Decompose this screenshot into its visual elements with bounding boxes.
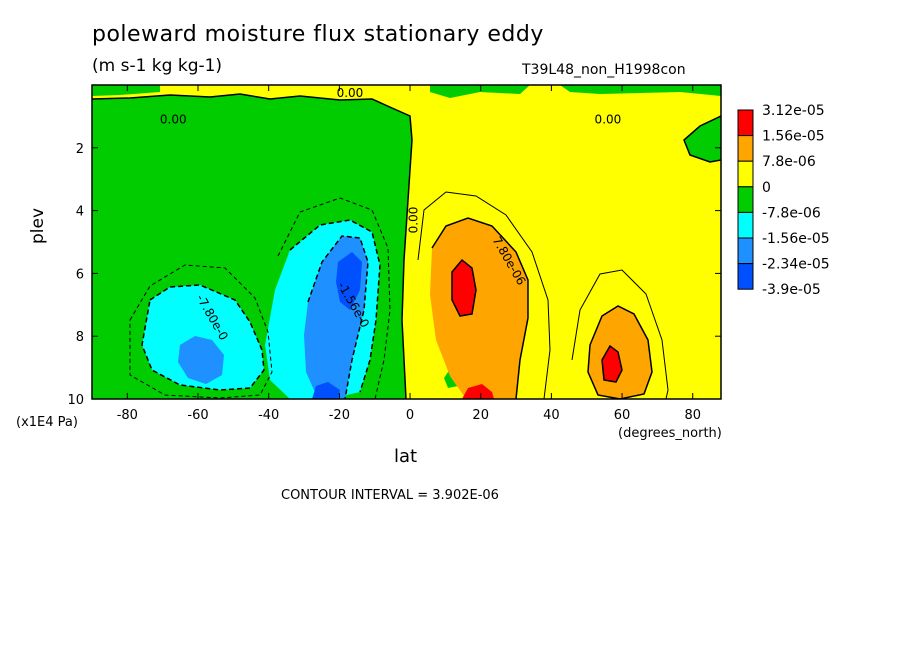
contour-label: 0.00 [407,207,421,234]
x-tick-label: -20 [329,408,350,423]
legend-swatch [737,160,754,188]
legend-level-label: -1.56e-05 [762,231,830,247]
negative-patch-top [92,85,160,96]
contour-fill-group [92,85,721,399]
orange-region-north-1 [430,218,528,399]
contour-solid-red-2 [601,344,623,383]
contour-label: 0.00 [595,113,622,127]
legend-swatch [737,263,754,290]
contour-solid-orange-2 [587,305,653,399]
cyan-region-west [142,285,264,390]
legend-level-label: -7.8e-06 [762,205,821,221]
contour-solid-thin-north-1 [417,191,551,399]
chart-units: (m s-1 kg kg-1) [92,56,223,76]
legend-level-label: -3.9e-05 [762,282,821,298]
x-tick-label: 40 [543,408,560,423]
y-tick-label: 6 [76,267,84,282]
y-tick-label: 2 [76,142,84,157]
x-axis-units: (degrees_north) [618,426,722,441]
y-tick-label: 4 [76,205,84,220]
colorbar-legend: 3.12e-05 1.56e-05 7.8e-06 0 -7.8e-06 -1.56e-0… [737,103,830,298]
legend-swatch [737,211,754,239]
contour-label-text: 0.00 [595,113,622,127]
x-axis-label: lat [394,446,418,467]
x-tick-label: 80 [684,408,701,423]
contour-zero-line-north [683,115,721,163]
contour-solid-red-1 [451,258,477,317]
legend-level-label: -2.34e-05 [762,257,830,273]
contour-dashed-outer-central [277,197,391,399]
chart-title: poleward moisture flux stationary eddy [92,22,544,47]
x-tick-label: -40 [258,408,279,423]
red-region-1 [452,260,476,316]
x-tick-label: 20 [472,408,489,423]
run-label: T39L48_non_H1998con [522,62,686,78]
red-region-3 [462,384,494,399]
contour-interval: CONTOUR INTERVAL = 3.902E-06 [281,488,499,503]
negative-patch-north [684,116,721,162]
x-tick-label: -80 [117,408,138,423]
contour-dashed-inner-central [289,219,381,393]
x-tick-label: -60 [187,408,208,423]
axes-group: -80 -60 -40 -20 0 20 40 60 80 2 4 6 8 10 [67,85,721,423]
contour-dashed-blue-central [307,235,369,399]
legend-level-label: 0 [762,180,771,196]
contour-dashed-outer-west [129,264,273,399]
contour-label-text: 0.00 [160,113,187,127]
negative-patch-top3 [560,85,721,96]
contour-zero-line-south [92,93,413,399]
y-axis-multiplier: (x1E4 Pa) [16,415,78,430]
contour-label-text: 0.00 [407,207,421,234]
legend-level-label: 3.12e-05 [762,103,825,119]
legend-level-label: 7.8e-06 [762,154,816,170]
dark-blue-region-1 [336,252,362,310]
y-tick-label: 8 [76,330,84,345]
contour-solid-thin-north-2 [571,269,669,399]
plot-frame [91,84,722,400]
legend-level-label: 1.56e-05 [762,129,825,145]
y-tick-label: 10 [67,393,84,408]
red-region-2 [602,346,622,382]
legend-swatch [737,237,754,265]
x-tick-label: 0 [406,408,414,423]
x-tick-label: 60 [614,408,631,423]
contour-lines-group [92,93,721,399]
legend-swatch [737,186,754,213]
contour-label: 0.00 [160,113,187,127]
legend-swatch [737,135,754,162]
legend-swatch [737,109,754,137]
negative-patch-top2 [430,85,530,98]
contour-label-text: 0.00 [337,86,364,100]
contour-solid-orange-1 [431,217,529,399]
contour-dashed-inner-west [141,284,265,391]
contour-label: 0.00 [337,86,364,100]
blue-region-west [178,336,224,384]
dark-blue-region-2 [312,382,340,399]
